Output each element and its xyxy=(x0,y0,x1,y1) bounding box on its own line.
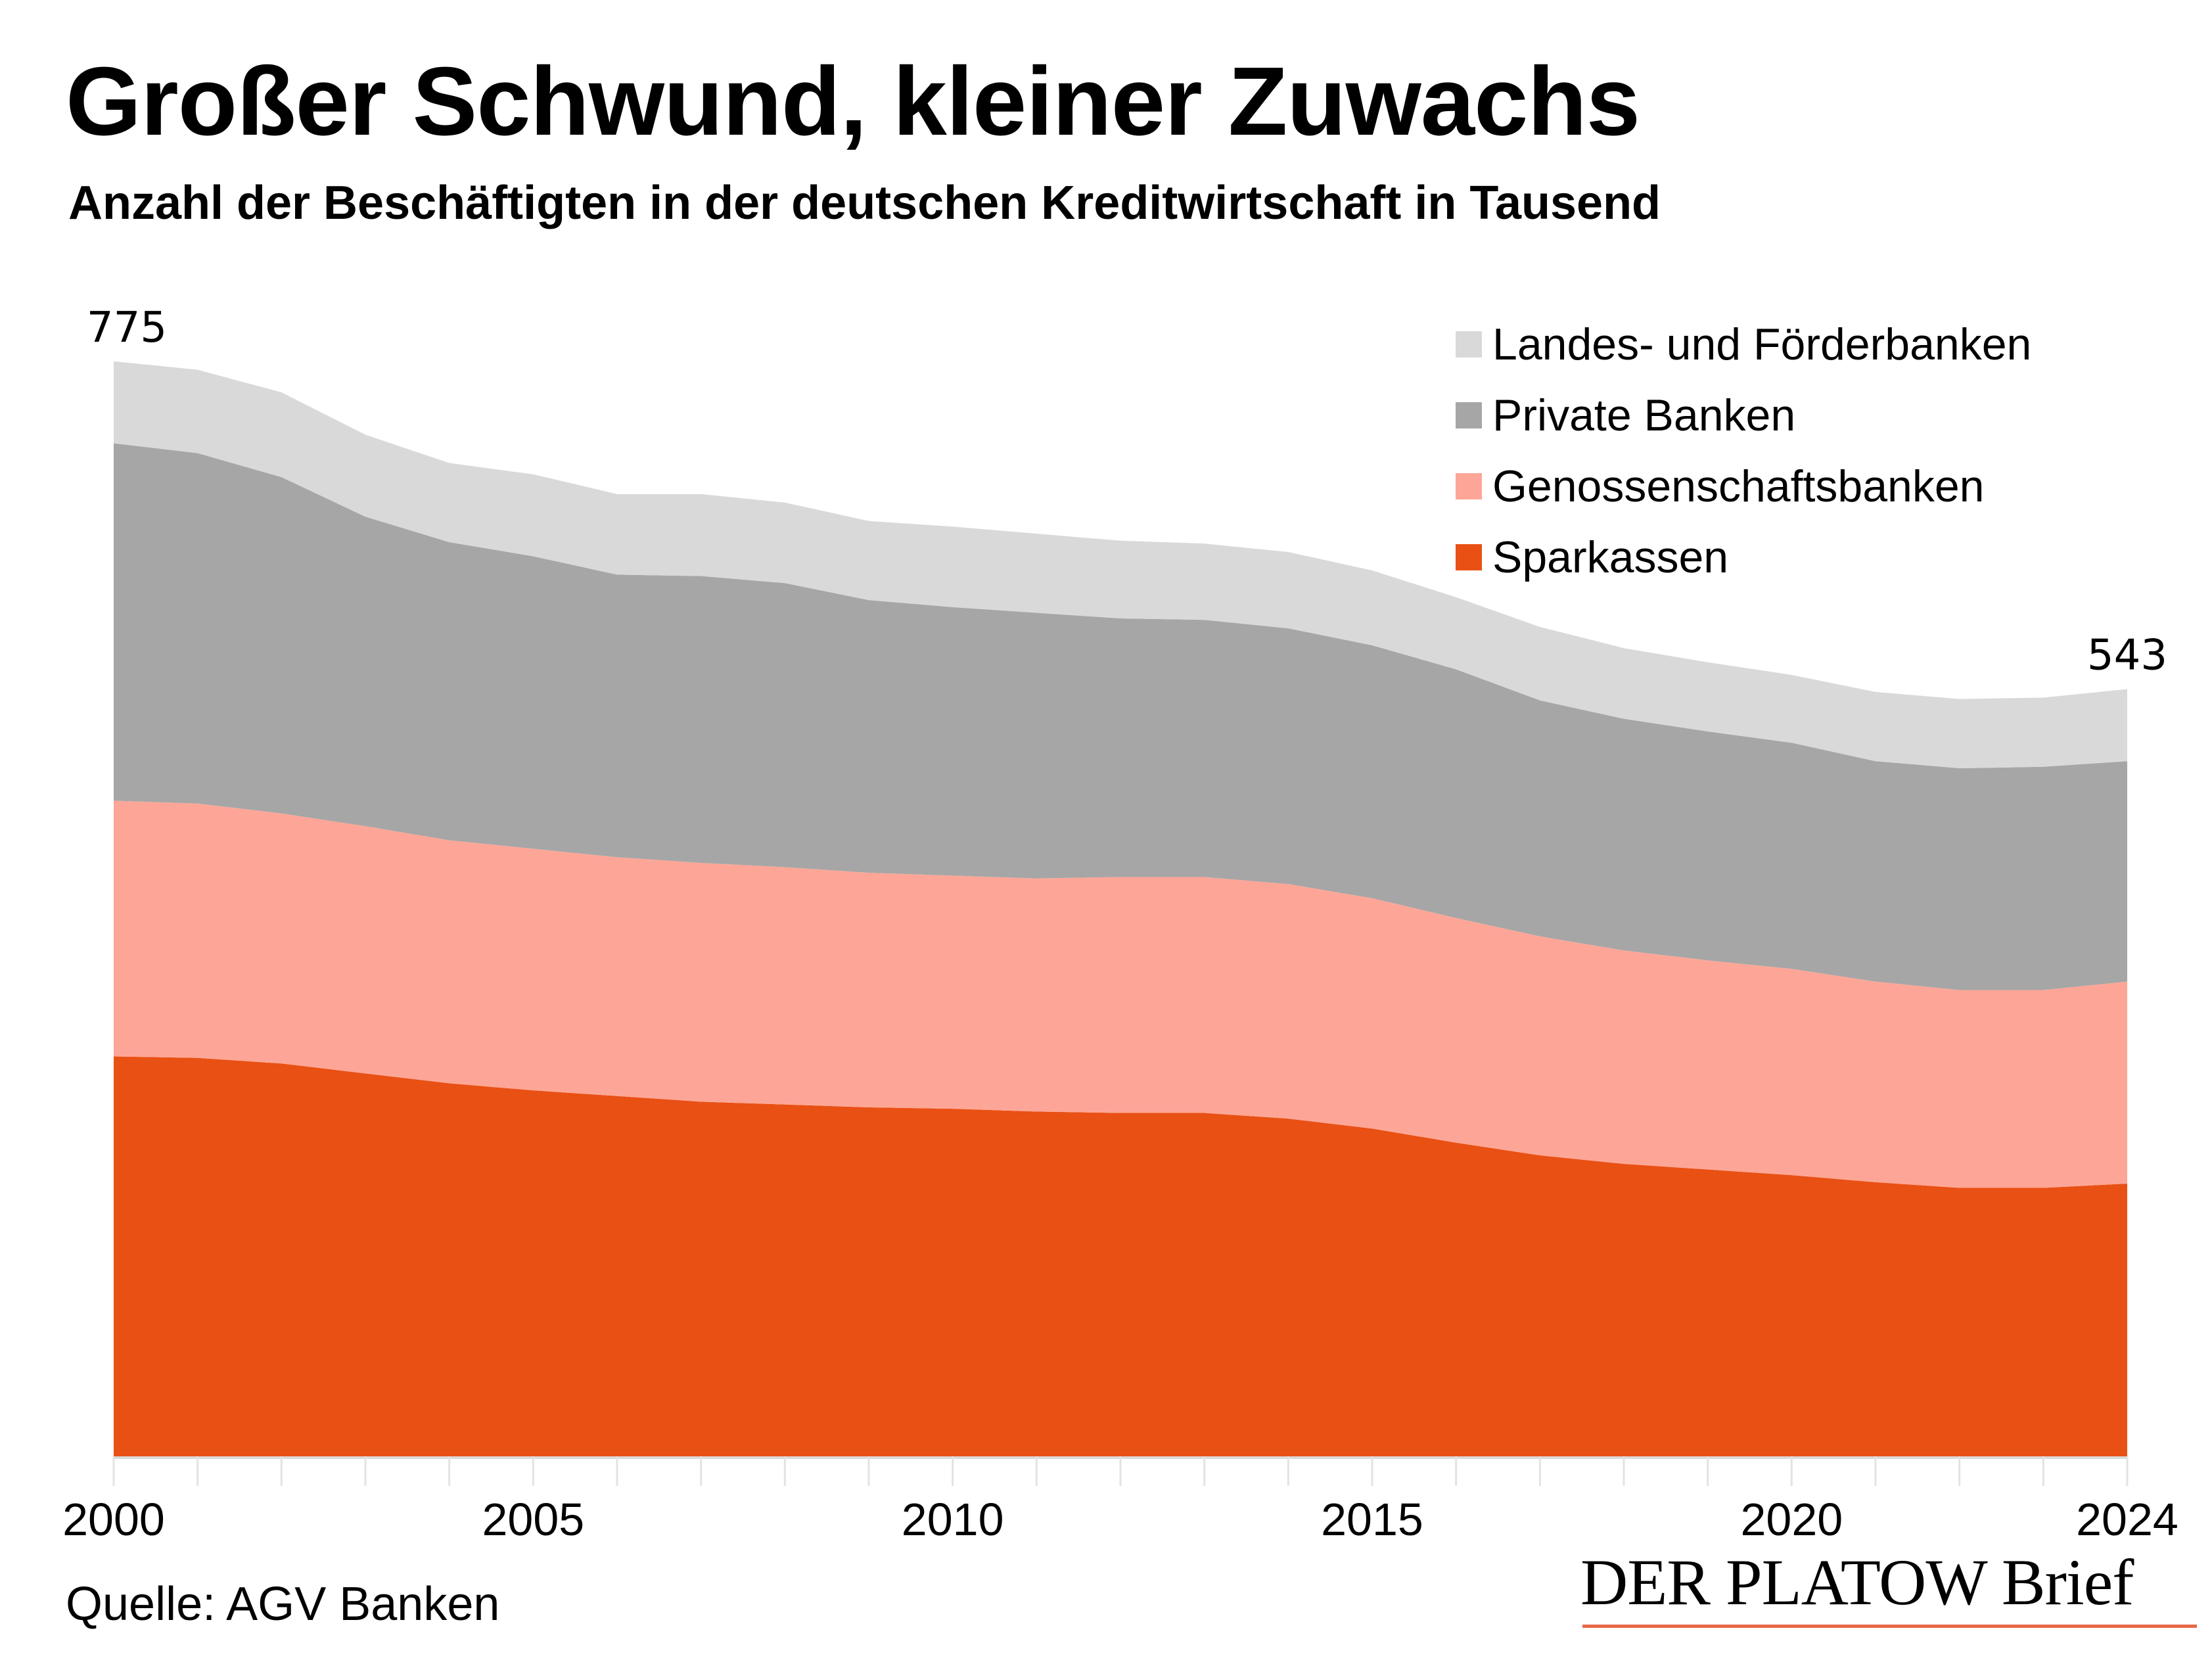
legend: Landes- und Förderbanken Private Banken … xyxy=(1456,309,2031,593)
area-layers xyxy=(114,361,2127,1456)
x-axis-labels: 2000 2005 2010 2015 2020 2024 xyxy=(62,1494,2178,1545)
legend-swatch-private-banken xyxy=(1456,402,1482,428)
legend-item-landesbanken: Landes- und Förderbanken xyxy=(1456,309,2031,380)
legend-label: Genossenschaftsbanken xyxy=(1492,461,1985,511)
x-tick-label: 2020 xyxy=(1740,1494,1843,1545)
area-genossenschaftsbanken xyxy=(114,800,2127,1188)
source-note: Quelle: AGV Banken xyxy=(66,1578,500,1630)
legend-swatch-sparkassen xyxy=(1456,544,1482,570)
data-label-2000: 775 xyxy=(87,304,167,352)
legend-label: Sparkassen xyxy=(1492,532,1729,582)
area-private-banken xyxy=(114,443,2127,990)
x-tick-label: 2010 xyxy=(902,1494,1004,1545)
x-tick-label: 2015 xyxy=(1321,1494,1423,1545)
legend-item-private-banken: Private Banken xyxy=(1456,380,2031,451)
legend-item-genossenschaftsbanken: Genossenschaftsbanken xyxy=(1456,451,2031,522)
x-tick-label: 2024 xyxy=(2076,1494,2178,1545)
chart-subtitle: Anzahl der Beschäftigten in der deutsche… xyxy=(68,177,1661,229)
brand-logo: DER PLATOW Brief xyxy=(1580,1546,2134,1619)
brand-underline xyxy=(1582,1625,2197,1628)
area-sparkassen xyxy=(114,1056,2127,1456)
area-landes-und-f-rderbanken xyxy=(114,361,2127,768)
legend-label: Landes- und Förderbanken xyxy=(1492,319,2032,369)
x-tick-label: 2000 xyxy=(62,1494,165,1545)
x-tick-label: 2005 xyxy=(482,1494,584,1545)
legend-item-sparkassen: Sparkassen xyxy=(1456,522,2031,593)
legend-swatch-landesbanken xyxy=(1456,331,1482,358)
chart-title: Großer Schwund, kleiner Zuwachs xyxy=(66,47,1640,156)
data-label-2024: 543 xyxy=(2087,632,2167,680)
legend-label: Private Banken xyxy=(1492,390,1796,440)
x-axis-ticks xyxy=(112,1456,2129,1486)
annotations: 775 543 xyxy=(87,304,2167,680)
legend-swatch-genossenschaftsbanken xyxy=(1456,473,1482,499)
